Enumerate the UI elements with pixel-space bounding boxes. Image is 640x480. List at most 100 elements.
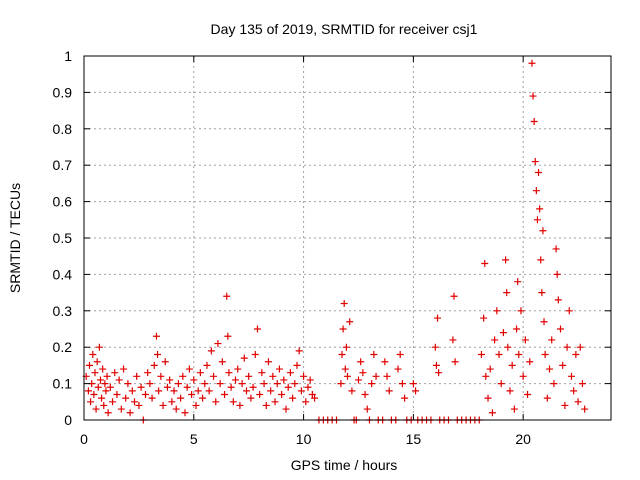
data-point [232, 376, 240, 384]
data-point [493, 307, 501, 315]
data-point [102, 387, 110, 395]
data-point [93, 358, 101, 366]
data-point [166, 376, 174, 384]
y-tick-label: 1 [64, 48, 72, 64]
data-point [517, 307, 525, 315]
data-point [495, 350, 503, 358]
data-point [536, 205, 544, 213]
data-point [115, 376, 123, 384]
data-point [161, 358, 169, 366]
data-point [537, 256, 545, 264]
data-point [530, 118, 538, 126]
data-point [541, 350, 549, 358]
data-point [291, 380, 299, 388]
data-point [282, 405, 290, 413]
data-point [256, 391, 264, 399]
data-point [431, 343, 439, 351]
data-point [434, 314, 442, 322]
data-point [258, 369, 266, 377]
data-point [273, 380, 281, 388]
data-point [199, 394, 207, 402]
data-point [253, 325, 261, 333]
data-point [372, 372, 380, 380]
data-point [538, 289, 546, 297]
data-point [201, 380, 209, 388]
data-point [120, 365, 128, 373]
data-point [99, 365, 107, 373]
data-point [289, 394, 297, 402]
data-point [503, 289, 511, 297]
data-point [581, 405, 589, 413]
data-point [205, 387, 213, 395]
data-point [234, 365, 242, 373]
data-point [363, 405, 371, 413]
data-point [98, 394, 106, 402]
data-point [100, 401, 108, 409]
y-tick-label: 0.9 [53, 84, 73, 100]
data-point [152, 332, 160, 340]
data-point [238, 380, 246, 388]
data-point [210, 372, 218, 380]
data-point [338, 350, 346, 358]
data-point [449, 336, 457, 344]
data-point [240, 354, 248, 362]
data-point [539, 227, 547, 235]
data-point [308, 391, 316, 399]
data-point [394, 365, 402, 373]
data-point [117, 405, 125, 413]
x-tick-label: 10 [296, 431, 312, 447]
data-point [565, 307, 573, 315]
x-tick-label: 5 [190, 431, 198, 447]
data-point [216, 380, 224, 388]
data-point [85, 361, 93, 369]
data-point [531, 158, 539, 166]
data-point [480, 314, 488, 322]
data-point [567, 372, 575, 380]
data-point [126, 409, 134, 417]
data-point [293, 361, 301, 369]
y-tick-label: 0 [64, 412, 72, 428]
data-point [361, 391, 369, 399]
data-point [190, 376, 198, 384]
data-point [486, 365, 494, 373]
data-point [170, 387, 178, 395]
data-point [559, 361, 567, 369]
data-point [532, 187, 540, 195]
data-point [482, 372, 490, 380]
data-point [203, 361, 211, 369]
data-point [146, 380, 154, 388]
data-point [223, 292, 231, 300]
data-point [546, 365, 554, 373]
data-point [251, 350, 259, 358]
data-point [124, 380, 132, 388]
data-point [477, 350, 485, 358]
data-point [103, 372, 111, 380]
data-point [385, 387, 393, 395]
data-point [89, 350, 97, 358]
data-point [528, 59, 536, 67]
data-point [354, 376, 362, 384]
data-point [502, 256, 510, 264]
y-tick-label: 0.4 [53, 266, 73, 282]
data-point [340, 300, 348, 308]
data-point [554, 296, 562, 304]
y-tick-label: 0.3 [53, 303, 73, 319]
data-point [519, 372, 527, 380]
data-point [510, 405, 518, 413]
data-point [508, 361, 516, 369]
data-point [109, 398, 117, 406]
data-point [185, 365, 193, 373]
x-tick-label: 20 [515, 431, 531, 447]
data-point [497, 380, 505, 388]
data-point [179, 372, 187, 380]
plot-frame [83, 55, 612, 421]
data-point [275, 365, 283, 373]
data-point [104, 409, 112, 417]
data-point [242, 387, 250, 395]
data-point [576, 343, 584, 351]
data-point [159, 401, 167, 409]
y-tick-label: 0.7 [53, 157, 73, 173]
data-point [300, 372, 308, 380]
data-point [269, 372, 277, 380]
